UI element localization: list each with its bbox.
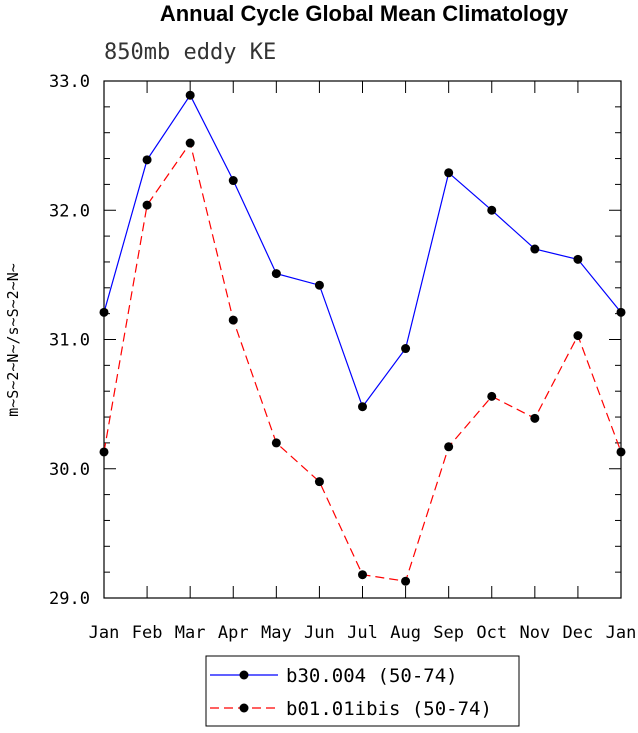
- y-tick-label: 32.0: [49, 201, 90, 221]
- data-point-series-1: [444, 168, 454, 178]
- data-point-series-2: [228, 315, 238, 325]
- x-tick-label: Mar: [175, 623, 206, 643]
- data-point-series-1: [358, 402, 367, 412]
- data-point-series-2: [99, 447, 109, 457]
- data-point-series-2: [185, 138, 195, 148]
- data-point-series-1: [530, 244, 540, 254]
- chart-title: Annual Cycle Global Mean Climatology: [160, 1, 569, 26]
- data-point-series-1: [142, 155, 152, 165]
- chart-subtitle: 850mb eddy KE: [104, 40, 276, 65]
- x-tick-label: Jun: [304, 623, 335, 643]
- series-line-2: [103, 141, 622, 582]
- legend-box: [205, 655, 520, 727]
- x-tick-label: Jul: [347, 623, 378, 643]
- x-tick-label: Jan: [89, 623, 120, 643]
- legend-label-series-1: b30.004 (50-74): [286, 665, 458, 687]
- data-point-series-1: [228, 176, 238, 186]
- data-point-series-1: [401, 344, 411, 354]
- data-point-series-1: [314, 280, 324, 290]
- y-tick-label: 31.0: [49, 331, 90, 351]
- x-tick-label: Aug: [390, 623, 421, 643]
- plot-area: 29.0 30.0 31.0 32.0 33.0 Jan Feb Mar Apr May Jun Ju…: [49, 72, 636, 643]
- x-tick-label: Dec: [563, 623, 594, 643]
- x-tick-label: Nov: [519, 623, 550, 643]
- y-tick-label: 29.0: [49, 589, 90, 609]
- x-tick-label: Sep: [433, 623, 464, 643]
- y-tick-label: 33.0: [49, 72, 90, 92]
- y-tick-label: 30.0: [49, 460, 90, 480]
- data-point-series-1: [99, 307, 109, 317]
- data-point-series-2: [616, 447, 626, 457]
- data-point-series-2: [444, 442, 454, 452]
- data-point-series-1: [271, 269, 281, 279]
- legend-label-series-2: b01.01ibis (50-74): [286, 698, 492, 720]
- data-point-series-1: [185, 90, 195, 100]
- legend-marker-series-2: [239, 703, 249, 713]
- legend: b30.004 (50-74) b01.01ibis (50-74): [205, 655, 520, 727]
- data-point-series-1: [487, 205, 497, 215]
- series-line-1: [103, 94, 622, 408]
- data-point-series-2: [358, 570, 367, 580]
- x-tick-label: Jan: [606, 623, 637, 643]
- data-point-series-1: [573, 254, 583, 264]
- x-tick-label: May: [261, 623, 292, 643]
- data-point-series-2: [487, 391, 497, 401]
- x-tick-label: Feb: [132, 623, 163, 643]
- x-tick-label: Oct: [476, 623, 507, 643]
- data-point-series-2: [530, 413, 540, 423]
- data-point-series-2: [271, 438, 281, 448]
- data-point-series-1: [616, 307, 626, 317]
- data-point-series-2: [142, 200, 152, 210]
- x-tick-label: Apr: [218, 623, 249, 643]
- data-point-series-2: [314, 477, 324, 487]
- plot-frame: [103, 80, 622, 599]
- data-point-series-2: [401, 576, 411, 586]
- legend-marker-series-1: [239, 670, 249, 680]
- data-point-series-2: [573, 331, 583, 341]
- y-axis-label: m~S~2~N~/s~S~2~N~: [4, 263, 22, 417]
